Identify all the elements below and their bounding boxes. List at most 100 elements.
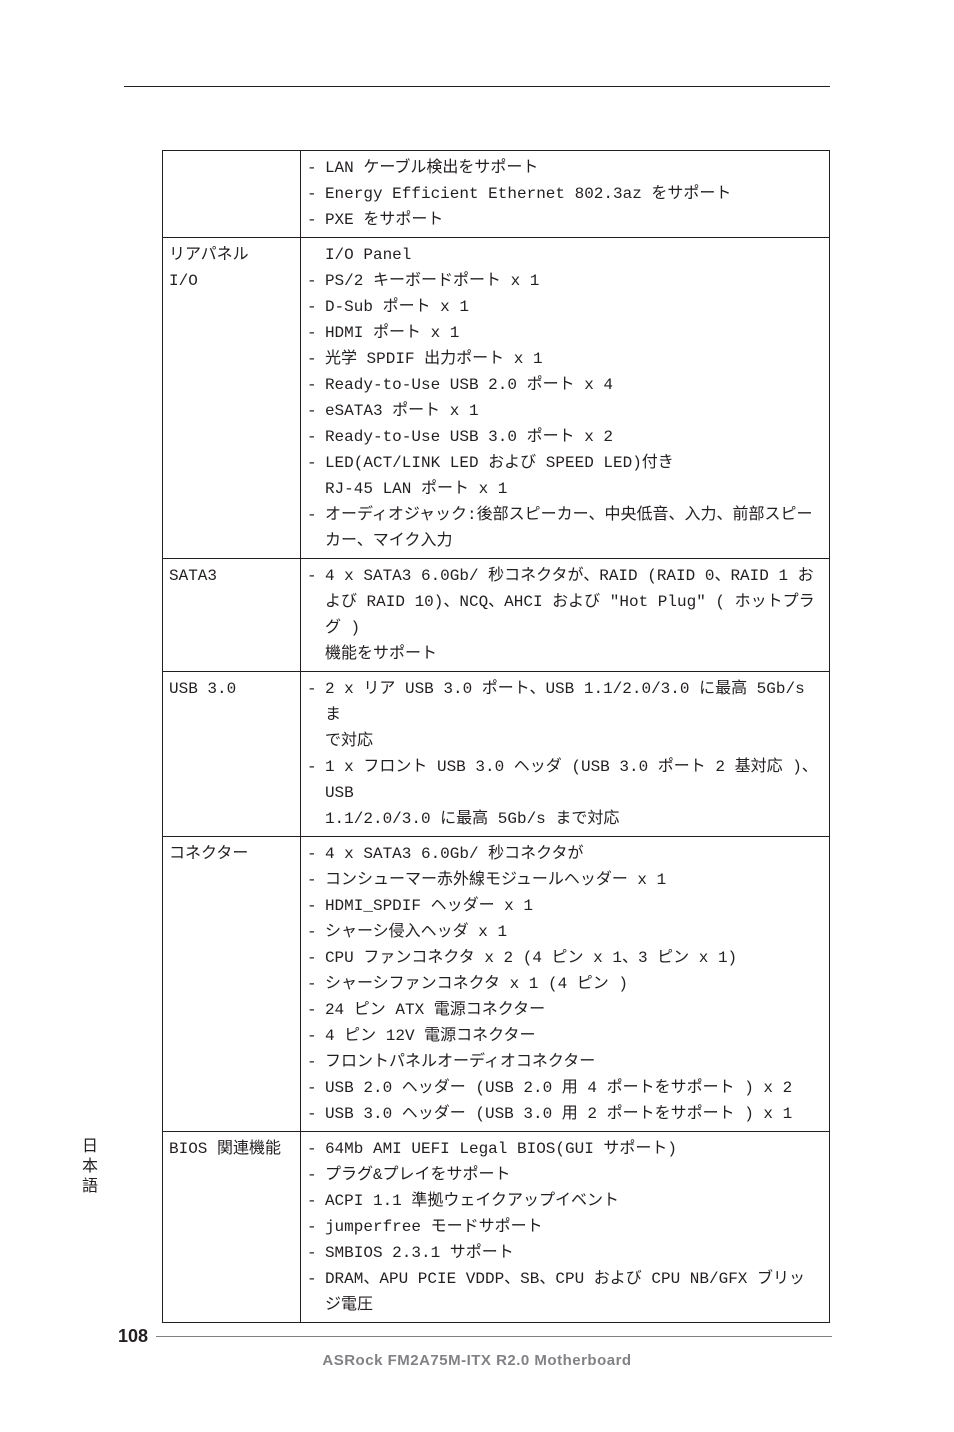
dash: - bbox=[307, 893, 325, 919]
dash: - bbox=[307, 997, 325, 1023]
spec-text: で対応 bbox=[325, 728, 823, 754]
dash: - bbox=[307, 1023, 325, 1049]
spec-line: -64Mb AMI UEFI Legal BIOS(GUI サポート) bbox=[307, 1136, 823, 1162]
spec-text: HDMI_SPDIF ヘッダー x 1 bbox=[325, 893, 823, 919]
dash bbox=[307, 806, 325, 832]
spec-line: -プラグ&プレイをサポート bbox=[307, 1162, 823, 1188]
row-content: -4 x SATA3 6.0Gb/ 秒コネクタが-コンシューマー赤外線モジュール… bbox=[300, 837, 829, 1132]
dash: - bbox=[307, 502, 325, 528]
spec-line: -ACPI 1.1 準拠ウェイクアップイベント bbox=[307, 1188, 823, 1214]
spec-text: jumperfree モードサポート bbox=[325, 1214, 823, 1240]
spec-line: -コンシューマー赤外線モジュールヘッダー x 1 bbox=[307, 867, 823, 893]
row-content: I/O Panel-PS/2 キーボードポート x 1-D-Sub ポート x … bbox=[300, 238, 829, 559]
spec-text: Ready-to-Use USB 3.0 ポート x 2 bbox=[325, 424, 823, 450]
spec-line: -1 x フロント USB 3.0 ヘッダ (USB 3.0 ポート 2 基対応… bbox=[307, 754, 823, 806]
dash: - bbox=[307, 155, 325, 181]
spec-text: USB 2.0 ヘッダー (USB 2.0 用 4 ポートをサポート ) x 2 bbox=[325, 1075, 823, 1101]
dash: - bbox=[307, 1188, 325, 1214]
dash: - bbox=[307, 207, 325, 233]
spec-line: -PS/2 キーボードポート x 1 bbox=[307, 268, 823, 294]
dash: - bbox=[307, 320, 325, 346]
spec-line: -4 ピン 12V 電源コネクター bbox=[307, 1023, 823, 1049]
spec-text: USB 3.0 ヘッダー (USB 3.0 用 2 ポートをサポート ) x 1 bbox=[325, 1101, 823, 1127]
row-label: BIOS 関連機能 bbox=[163, 1132, 301, 1323]
table-row: -LAN ケーブル検出をサポート-Energy Efficient Ethern… bbox=[163, 151, 830, 238]
spec-text: シャーシファンコネクタ x 1 (4 ピン ) bbox=[325, 971, 823, 997]
table-row: コネクター-4 x SATA3 6.0Gb/ 秒コネクタが-コンシューマー赤外線… bbox=[163, 837, 830, 1132]
spec-text: DRAM、APU PCIE VDDP、SB、CPU および CPU NB/GFX… bbox=[325, 1266, 823, 1292]
spec-text: Ready-to-Use USB 2.0 ポート x 4 bbox=[325, 372, 823, 398]
dash: - bbox=[307, 1049, 325, 1075]
dash: - bbox=[307, 945, 325, 971]
row-content: -4 x SATA3 6.0Gb/ 秒コネクタが、RAID (RAID 0、RA… bbox=[300, 559, 829, 672]
spec-line: ジ電圧 bbox=[307, 1292, 823, 1318]
row-label: コネクター bbox=[163, 837, 301, 1132]
row-content: -2 x リア USB 3.0 ポート、USB 1.1/2.0/3.0 に最高 … bbox=[300, 672, 829, 837]
spec-text: 1.1/2.0/3.0 に最高 5Gb/s まで対応 bbox=[325, 806, 823, 832]
spec-text: 光学 SPDIF 出力ポート x 1 bbox=[325, 346, 823, 372]
page-number: 108 bbox=[118, 1326, 148, 1347]
spec-text: 4 x SATA3 6.0Gb/ 秒コネクタが、RAID (RAID 0、RAI… bbox=[325, 563, 823, 589]
spec-text: コンシューマー赤外線モジュールヘッダー x 1 bbox=[325, 867, 823, 893]
row-label: リアパネルI/O bbox=[163, 238, 301, 559]
spec-line: カー、マイク入力 bbox=[307, 528, 823, 554]
spec-text: I/O Panel bbox=[325, 242, 823, 268]
footer-text: ASRock FM2A75M-ITX R2.0 Motherboard bbox=[0, 1352, 954, 1369]
spec-line: -D-Sub ポート x 1 bbox=[307, 294, 823, 320]
dash: - bbox=[307, 841, 325, 867]
spec-text: Energy Efficient Ethernet 802.3az をサポート bbox=[325, 181, 823, 207]
spec-text: 64Mb AMI UEFI Legal BIOS(GUI サポート) bbox=[325, 1136, 823, 1162]
spec-text: RJ-45 LAN ポート x 1 bbox=[325, 476, 823, 502]
spec-text: 2 x リア USB 3.0 ポート、USB 1.1/2.0/3.0 に最高 5… bbox=[325, 676, 823, 728]
spec-line: -CPU ファンコネクタ x 2 (4 ピン x 1、3 ピン x 1) bbox=[307, 945, 823, 971]
dash: - bbox=[307, 563, 325, 589]
dash bbox=[307, 589, 325, 641]
spec-text: HDMI ポート x 1 bbox=[325, 320, 823, 346]
dash: - bbox=[307, 268, 325, 294]
spec-text: シャーシ侵入ヘッダ x 1 bbox=[325, 919, 823, 945]
spec-line: I/O Panel bbox=[307, 242, 823, 268]
spec-line: -USB 3.0 ヘッダー (USB 3.0 用 2 ポートをサポート ) x … bbox=[307, 1101, 823, 1127]
spec-line: -Ready-to-Use USB 2.0 ポート x 4 bbox=[307, 372, 823, 398]
dash: - bbox=[307, 867, 325, 893]
spec-text: 機能をサポート bbox=[325, 641, 823, 667]
page: -LAN ケーブル検出をサポート-Energy Efficient Ethern… bbox=[0, 0, 954, 1432]
row-label: USB 3.0 bbox=[163, 672, 301, 837]
spec-line: -2 x リア USB 3.0 ポート、USB 1.1/2.0/3.0 に最高 … bbox=[307, 676, 823, 728]
spec-text: ジ電圧 bbox=[325, 1292, 823, 1318]
spec-line: -Energy Efficient Ethernet 802.3az をサポート bbox=[307, 181, 823, 207]
footer-rule bbox=[156, 1336, 832, 1337]
spec-text: フロントパネルオーディオコネクター bbox=[325, 1049, 823, 1075]
spec-line: -HDMI_SPDIF ヘッダー x 1 bbox=[307, 893, 823, 919]
spec-line: で対応 bbox=[307, 728, 823, 754]
spec-line: -シャーシファンコネクタ x 1 (4 ピン ) bbox=[307, 971, 823, 997]
top-rule bbox=[124, 86, 830, 87]
dash: - bbox=[307, 1240, 325, 1266]
spec-text: オーディオジャック:後部スピーカー、中央低音、入力、前部スピー bbox=[325, 502, 823, 528]
spec-line: 1.1/2.0/3.0 に最高 5Gb/s まで対応 bbox=[307, 806, 823, 832]
spec-line: よび RAID 10)、NCQ、AHCI および "Hot Plug" ( ホッ… bbox=[307, 589, 823, 641]
spec-table-body: -LAN ケーブル検出をサポート-Energy Efficient Ethern… bbox=[163, 151, 830, 1323]
spec-text: PXE をサポート bbox=[325, 207, 823, 233]
spec-line: -4 x SATA3 6.0Gb/ 秒コネクタが bbox=[307, 841, 823, 867]
spec-line: -LED(ACT/LINK LED および SPEED LED)付き bbox=[307, 450, 823, 476]
dash: - bbox=[307, 450, 325, 476]
spec-line: -光学 SPDIF 出力ポート x 1 bbox=[307, 346, 823, 372]
dash: - bbox=[307, 676, 325, 728]
spec-line: -PXE をサポート bbox=[307, 207, 823, 233]
spec-text: PS/2 キーボードポート x 1 bbox=[325, 268, 823, 294]
spec-line: -オーディオジャック:後部スピーカー、中央低音、入力、前部スピー bbox=[307, 502, 823, 528]
table-row: BIOS 関連機能-64Mb AMI UEFI Legal BIOS(GUI サ… bbox=[163, 1132, 830, 1323]
spec-line: -DRAM、APU PCIE VDDP、SB、CPU および CPU NB/GF… bbox=[307, 1266, 823, 1292]
row-content: -64Mb AMI UEFI Legal BIOS(GUI サポート)-プラグ&… bbox=[300, 1132, 829, 1323]
row-content: -LAN ケーブル検出をサポート-Energy Efficient Ethern… bbox=[300, 151, 829, 238]
dash: - bbox=[307, 346, 325, 372]
spec-text: 1 x フロント USB 3.0 ヘッダ (USB 3.0 ポート 2 基対応 … bbox=[325, 754, 823, 806]
dash: - bbox=[307, 1214, 325, 1240]
row-label bbox=[163, 151, 301, 238]
dash bbox=[307, 728, 325, 754]
dash: - bbox=[307, 1266, 325, 1292]
spec-text: CPU ファンコネクタ x 2 (4 ピン x 1、3 ピン x 1) bbox=[325, 945, 823, 971]
table-row: リアパネルI/OI/O Panel-PS/2 キーボードポート x 1-D-Su… bbox=[163, 238, 830, 559]
spec-text: eSATA3 ポート x 1 bbox=[325, 398, 823, 424]
